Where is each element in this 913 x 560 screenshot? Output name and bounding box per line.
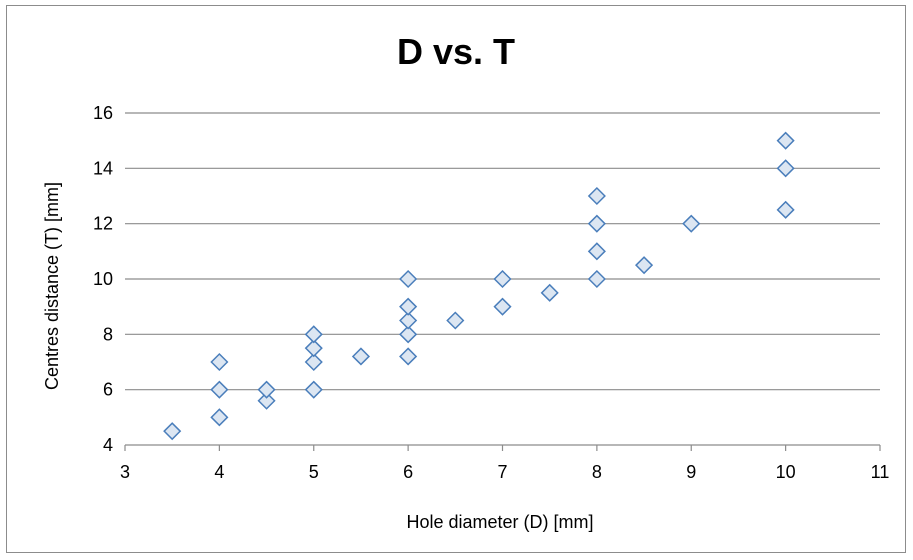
data-point [399,297,418,316]
y-axis-label: Centres distance (T) [mm] [42,182,62,390]
y-tick-label: 4 [103,435,113,455]
x-tick-label: 4 [214,462,224,482]
data-point [210,352,229,372]
data-point [776,159,795,178]
data-point [304,325,323,344]
data-point [540,283,559,302]
data-point [163,422,182,441]
x-tick-label: 10 [776,462,796,482]
x-tick-label: 7 [497,462,507,482]
x-tick-label: 6 [403,462,413,482]
y-tick-label: 16 [93,103,113,123]
data-point [304,339,323,358]
data-point [304,380,323,399]
data-point [257,380,276,399]
data-point [399,347,418,366]
gridlines [125,112,880,391]
data-point [682,214,701,233]
chart-title: D vs. T [397,31,515,72]
data-point [399,269,418,289]
x-tick-label: 11 [871,462,890,482]
y-tick-label: 12 [93,214,113,234]
data-point [399,311,418,330]
chart-frame: 4 6 8 10 12 14 16 3 4 5 6 7 8 9 10 11 D vs. T Hole diam… [6,5,906,553]
data-point [304,352,323,372]
x-tick-label: 5 [309,462,319,482]
x-tick-label: 8 [592,462,602,482]
y-tick-label: 14 [93,158,113,178]
data-point [587,186,606,206]
x-tick-label: 9 [686,462,696,482]
axes [124,444,881,451]
data-point [587,242,606,261]
data-point [446,311,465,330]
data-point [587,214,606,233]
y-tick-label: 10 [93,269,113,289]
x-axis-label: Hole diameter (D) [mm] [406,512,593,532]
data-point [257,391,276,410]
data-point [210,408,229,427]
y-tick-label: 6 [103,380,113,400]
data-point [399,325,418,344]
y-tick-label: 8 [103,324,113,344]
data-point [493,269,512,289]
data-points [163,131,795,441]
data-point [776,131,795,150]
data-point [351,347,370,366]
data-point [587,269,606,289]
data-point [635,256,654,275]
data-point [210,380,229,399]
data-point [493,297,512,316]
x-tick-label: 3 [120,462,130,482]
data-point [776,200,795,219]
